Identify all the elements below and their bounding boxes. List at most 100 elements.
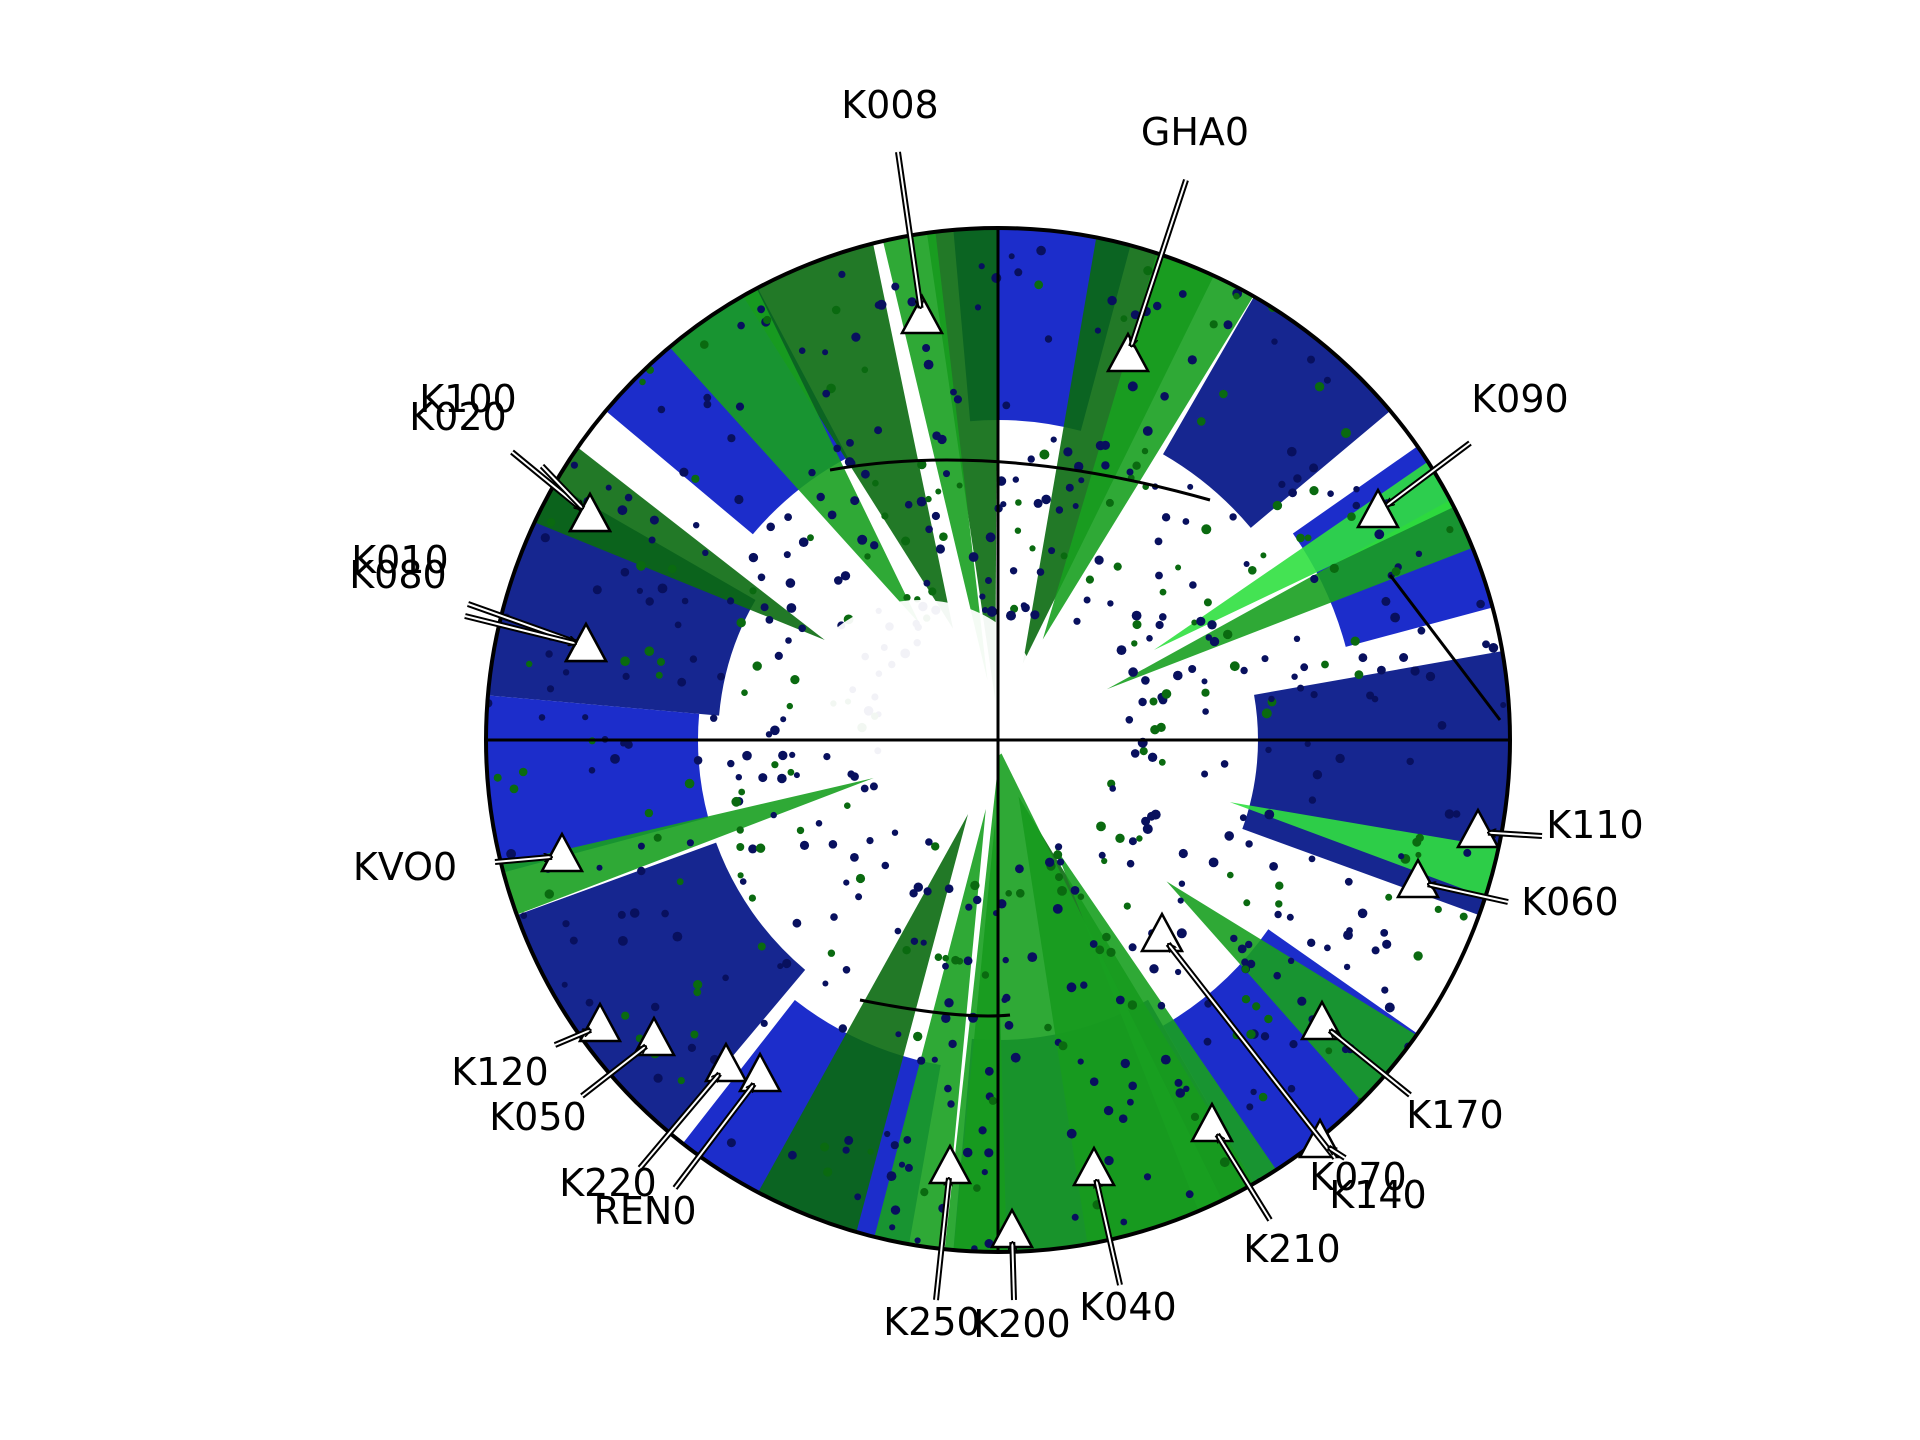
scatter-dot bbox=[1230, 934, 1238, 943]
scatter-dot bbox=[777, 963, 784, 970]
scatter-dot bbox=[1357, 908, 1368, 919]
scatter-dot bbox=[956, 482, 963, 489]
scatter-dot bbox=[948, 1039, 957, 1049]
scatter-dot bbox=[1004, 1020, 1014, 1030]
scatter-dot bbox=[624, 740, 633, 749]
scatter-dot bbox=[842, 966, 851, 974]
station-marker-k020[interactable] bbox=[567, 491, 613, 533]
scatter-dot bbox=[526, 660, 533, 668]
scatter-dot bbox=[1343, 930, 1353, 940]
scatter-dot bbox=[1354, 670, 1364, 679]
scatter-dot bbox=[1208, 857, 1219, 868]
scatter-dot bbox=[1261, 708, 1272, 719]
station-marker-k008[interactable] bbox=[899, 293, 945, 335]
scatter-dot bbox=[755, 843, 766, 853]
scatter-dot bbox=[1095, 945, 1105, 955]
scatter-dot bbox=[962, 1147, 973, 1158]
scatter-dot bbox=[1382, 939, 1392, 949]
station-marker-k210[interactable] bbox=[1189, 1101, 1235, 1143]
scatter-dot bbox=[618, 936, 628, 946]
scatter-dot bbox=[1264, 809, 1275, 820]
scatter-dot bbox=[1268, 695, 1275, 703]
scatter-dot bbox=[693, 988, 702, 997]
scatter-dot bbox=[585, 998, 594, 1007]
scatter-dot bbox=[693, 522, 700, 529]
scatter-dot bbox=[1073, 617, 1081, 625]
scatter-dot bbox=[1132, 461, 1141, 470]
scatter-dot bbox=[913, 1031, 923, 1042]
scatter-dot bbox=[1343, 963, 1351, 971]
scatter-dot bbox=[1278, 480, 1286, 488]
scatter-dot bbox=[1103, 1105, 1114, 1116]
scatter-dot bbox=[770, 811, 777, 819]
scatter-dot bbox=[1010, 1052, 1021, 1063]
station-marker-gha0[interactable] bbox=[1105, 331, 1151, 373]
scatter-dot bbox=[978, 1126, 987, 1135]
scatter-dot bbox=[1327, 490, 1334, 498]
scatter-dot bbox=[786, 702, 793, 710]
green-beam bbox=[1106, 486, 1499, 690]
scatter-dot bbox=[1425, 671, 1436, 682]
station-marker-ren0[interactable] bbox=[737, 1051, 783, 1093]
scatter-dot bbox=[1002, 401, 1011, 410]
scatter-dot bbox=[1032, 228, 1042, 229]
scatter-dot bbox=[1058, 1041, 1068, 1051]
scatter-dot bbox=[677, 677, 687, 687]
scatter-dot bbox=[925, 525, 933, 534]
scatter-dot bbox=[970, 880, 980, 891]
scatter-dot bbox=[890, 1205, 901, 1215]
scatter-dot bbox=[1142, 426, 1153, 436]
station-marker-k220[interactable] bbox=[703, 1041, 749, 1083]
scatter-dot bbox=[1275, 881, 1284, 890]
scatter-dot bbox=[1096, 821, 1106, 832]
scatter-dot bbox=[1380, 929, 1389, 937]
scatter-dot bbox=[944, 998, 954, 1008]
scatter-dot bbox=[894, 927, 902, 935]
scatter-dot bbox=[1398, 853, 1405, 860]
scatter-dot bbox=[973, 895, 982, 905]
scatter-dot bbox=[544, 889, 554, 899]
scatter-dot bbox=[907, 297, 917, 307]
scatter-dot bbox=[1146, 635, 1153, 642]
scatter-dot bbox=[1100, 440, 1110, 450]
scatter-dot bbox=[1261, 655, 1269, 663]
scatter-dot bbox=[1006, 610, 1016, 621]
scatter-dot bbox=[722, 974, 729, 982]
scatter-dot bbox=[757, 573, 766, 582]
scatter-dot bbox=[637, 842, 645, 850]
scatter-dot bbox=[1001, 996, 1008, 1004]
scatter-dot bbox=[1271, 338, 1278, 345]
scatter-dot bbox=[1029, 545, 1036, 552]
scatter-dot bbox=[1358, 653, 1368, 663]
scatter-dot bbox=[1410, 666, 1420, 676]
scatter-dot bbox=[1008, 253, 1015, 260]
scatter-dot bbox=[1452, 810, 1461, 818]
scatter-dot bbox=[985, 577, 992, 584]
scatter-dot bbox=[710, 714, 718, 722]
scatter-dot bbox=[1033, 498, 1043, 508]
scatter-dot bbox=[657, 657, 665, 666]
scatter-dot bbox=[1071, 1213, 1079, 1221]
scatter-dot bbox=[1101, 461, 1110, 470]
scatter-dot bbox=[617, 505, 628, 516]
scatter-dot bbox=[1136, 835, 1143, 842]
scatter-dot bbox=[1113, 562, 1122, 571]
scatter-dot bbox=[846, 439, 854, 447]
scatter-dot bbox=[886, 1171, 897, 1181]
scatter-dot bbox=[672, 931, 683, 942]
scatter-dot bbox=[737, 321, 745, 330]
scatter-dot bbox=[1329, 563, 1339, 574]
scatter-dot bbox=[657, 405, 666, 414]
scatter-dot bbox=[1126, 468, 1134, 476]
scatter-dot bbox=[1015, 499, 1022, 506]
scatter-dot bbox=[1027, 952, 1038, 962]
station-label-k250: K250 bbox=[883, 1300, 980, 1344]
scatter-dot bbox=[741, 282, 749, 290]
scatter-dot bbox=[639, 378, 646, 386]
scatter-dot bbox=[903, 594, 911, 602]
scatter-dot bbox=[657, 583, 668, 594]
scatter-dot bbox=[1233, 292, 1240, 300]
station-marker-k090[interactable] bbox=[1355, 487, 1401, 529]
scatter-dot bbox=[1293, 635, 1301, 642]
station-marker-k070[interactable] bbox=[1139, 911, 1185, 953]
